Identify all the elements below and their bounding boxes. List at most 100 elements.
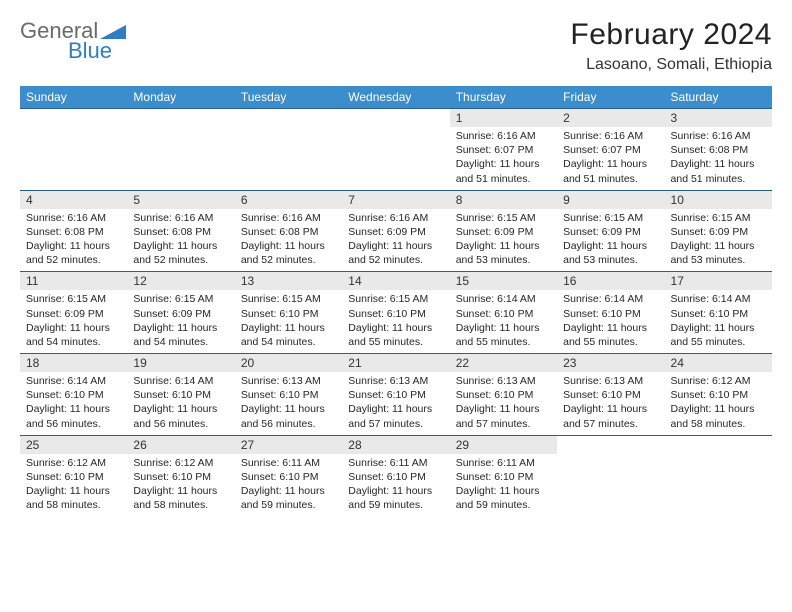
day-number: 8 [450, 191, 557, 209]
day-number: 17 [665, 272, 772, 290]
calendar-cell: 18Sunrise: 6:14 AMSunset: 6:10 PMDayligh… [20, 354, 127, 436]
calendar-cell: 5Sunrise: 6:16 AMSunset: 6:08 PMDaylight… [127, 190, 234, 272]
day-number: 15 [450, 272, 557, 290]
calendar-cell: 28Sunrise: 6:11 AMSunset: 6:10 PMDayligh… [342, 435, 449, 516]
calendar-cell: 27Sunrise: 6:11 AMSunset: 6:10 PMDayligh… [235, 435, 342, 516]
sun-info: Sunrise: 6:16 AMSunset: 6:08 PMDaylight:… [133, 209, 228, 268]
day-number: 24 [665, 354, 772, 372]
day-number: 2 [557, 109, 664, 127]
sun-info: Sunrise: 6:15 AMSunset: 6:10 PMDaylight:… [241, 290, 336, 349]
calendar-table: SundayMondayTuesdayWednesdayThursdayFrid… [20, 86, 772, 516]
calendar-cell: 12Sunrise: 6:15 AMSunset: 6:09 PMDayligh… [127, 272, 234, 354]
calendar-cell: 24Sunrise: 6:12 AMSunset: 6:10 PMDayligh… [665, 354, 772, 436]
day-number: 12 [127, 272, 234, 290]
logo: GeneralBlue [20, 18, 126, 64]
calendar-cell: 15Sunrise: 6:14 AMSunset: 6:10 PMDayligh… [450, 272, 557, 354]
day-number: 25 [20, 436, 127, 454]
calendar-cell: 6Sunrise: 6:16 AMSunset: 6:08 PMDaylight… [235, 190, 342, 272]
calendar-cell: 7Sunrise: 6:16 AMSunset: 6:09 PMDaylight… [342, 190, 449, 272]
day-number: 10 [665, 191, 772, 209]
sun-info: Sunrise: 6:12 AMSunset: 6:10 PMDaylight:… [26, 454, 121, 513]
calendar-cell: 23Sunrise: 6:13 AMSunset: 6:10 PMDayligh… [557, 354, 664, 436]
weekday-header: Wednesday [342, 86, 449, 109]
calendar-cell: 14Sunrise: 6:15 AMSunset: 6:10 PMDayligh… [342, 272, 449, 354]
sun-info: Sunrise: 6:11 AMSunset: 6:10 PMDaylight:… [241, 454, 336, 513]
sun-info: Sunrise: 6:16 AMSunset: 6:07 PMDaylight:… [456, 127, 551, 186]
calendar-cell: 26Sunrise: 6:12 AMSunset: 6:10 PMDayligh… [127, 435, 234, 516]
day-number: 18 [20, 354, 127, 372]
day-number: 28 [342, 436, 449, 454]
calendar-cell: 21Sunrise: 6:13 AMSunset: 6:10 PMDayligh… [342, 354, 449, 436]
sun-info: Sunrise: 6:11 AMSunset: 6:10 PMDaylight:… [348, 454, 443, 513]
day-number: 27 [235, 436, 342, 454]
sun-info: Sunrise: 6:15 AMSunset: 6:09 PMDaylight:… [563, 209, 658, 268]
calendar-cell: 11Sunrise: 6:15 AMSunset: 6:09 PMDayligh… [20, 272, 127, 354]
calendar-cell: 4Sunrise: 6:16 AMSunset: 6:08 PMDaylight… [20, 190, 127, 272]
day-number: 7 [342, 191, 449, 209]
calendar-cell: 16Sunrise: 6:14 AMSunset: 6:10 PMDayligh… [557, 272, 664, 354]
weekday-header: Friday [557, 86, 664, 109]
day-number: 13 [235, 272, 342, 290]
sun-info: Sunrise: 6:14 AMSunset: 6:10 PMDaylight:… [26, 372, 121, 431]
day-number: 29 [450, 436, 557, 454]
day-number: 16 [557, 272, 664, 290]
sun-info: Sunrise: 6:12 AMSunset: 6:10 PMDaylight:… [133, 454, 228, 513]
day-number: 21 [342, 354, 449, 372]
calendar-cell: 3Sunrise: 6:16 AMSunset: 6:08 PMDaylight… [665, 109, 772, 191]
weekday-header: Saturday [665, 86, 772, 109]
sun-info: Sunrise: 6:15 AMSunset: 6:09 PMDaylight:… [456, 209, 551, 268]
day-number: 11 [20, 272, 127, 290]
day-number: 6 [235, 191, 342, 209]
location-text: Lasoano, Somali, Ethiopia [570, 56, 772, 74]
day-number: 9 [557, 191, 664, 209]
sun-info: Sunrise: 6:14 AMSunset: 6:10 PMDaylight:… [133, 372, 228, 431]
calendar-cell: 20Sunrise: 6:13 AMSunset: 6:10 PMDayligh… [235, 354, 342, 436]
calendar-cell: 10Sunrise: 6:15 AMSunset: 6:09 PMDayligh… [665, 190, 772, 272]
sun-info: Sunrise: 6:16 AMSunset: 6:07 PMDaylight:… [563, 127, 658, 186]
calendar-cell: 17Sunrise: 6:14 AMSunset: 6:10 PMDayligh… [665, 272, 772, 354]
sun-info: Sunrise: 6:16 AMSunset: 6:08 PMDaylight:… [241, 209, 336, 268]
sun-info: Sunrise: 6:16 AMSunset: 6:08 PMDaylight:… [671, 127, 766, 186]
sun-info: Sunrise: 6:12 AMSunset: 6:10 PMDaylight:… [671, 372, 766, 431]
weekday-header: Thursday [450, 86, 557, 109]
header: GeneralBlue February 2024 Lasoano, Somal… [20, 18, 772, 74]
sun-info: Sunrise: 6:13 AMSunset: 6:10 PMDaylight:… [456, 372, 551, 431]
calendar-cell [665, 435, 772, 516]
calendar-cell [127, 109, 234, 191]
calendar-row: 4Sunrise: 6:16 AMSunset: 6:08 PMDaylight… [20, 190, 772, 272]
day-number: 23 [557, 354, 664, 372]
calendar-cell [342, 109, 449, 191]
calendar-cell: 19Sunrise: 6:14 AMSunset: 6:10 PMDayligh… [127, 354, 234, 436]
calendar-row: 25Sunrise: 6:12 AMSunset: 6:10 PMDayligh… [20, 435, 772, 516]
sun-info: Sunrise: 6:13 AMSunset: 6:10 PMDaylight:… [241, 372, 336, 431]
month-title: February 2024 [570, 18, 772, 52]
sun-info: Sunrise: 6:11 AMSunset: 6:10 PMDaylight:… [456, 454, 551, 513]
sun-info: Sunrise: 6:13 AMSunset: 6:10 PMDaylight:… [563, 372, 658, 431]
day-number: 26 [127, 436, 234, 454]
sun-info: Sunrise: 6:15 AMSunset: 6:09 PMDaylight:… [133, 290, 228, 349]
calendar-cell [20, 109, 127, 191]
title-block: February 2024 Lasoano, Somali, Ethiopia [570, 18, 772, 74]
sun-info: Sunrise: 6:15 AMSunset: 6:09 PMDaylight:… [26, 290, 121, 349]
calendar-row: 1Sunrise: 6:16 AMSunset: 6:07 PMDaylight… [20, 109, 772, 191]
day-number: 20 [235, 354, 342, 372]
calendar-cell: 1Sunrise: 6:16 AMSunset: 6:07 PMDaylight… [450, 109, 557, 191]
sun-info: Sunrise: 6:15 AMSunset: 6:09 PMDaylight:… [671, 209, 766, 268]
weekday-header: Tuesday [235, 86, 342, 109]
day-number: 14 [342, 272, 449, 290]
sun-info: Sunrise: 6:14 AMSunset: 6:10 PMDaylight:… [563, 290, 658, 349]
sun-info: Sunrise: 6:14 AMSunset: 6:10 PMDaylight:… [671, 290, 766, 349]
calendar-cell [557, 435, 664, 516]
calendar-cell: 29Sunrise: 6:11 AMSunset: 6:10 PMDayligh… [450, 435, 557, 516]
calendar-cell: 8Sunrise: 6:15 AMSunset: 6:09 PMDaylight… [450, 190, 557, 272]
calendar-body: 1Sunrise: 6:16 AMSunset: 6:07 PMDaylight… [20, 109, 772, 517]
calendar-header-row: SundayMondayTuesdayWednesdayThursdayFrid… [20, 86, 772, 109]
day-number: 19 [127, 354, 234, 372]
sun-info: Sunrise: 6:16 AMSunset: 6:09 PMDaylight:… [348, 209, 443, 268]
calendar-cell: 9Sunrise: 6:15 AMSunset: 6:09 PMDaylight… [557, 190, 664, 272]
calendar-row: 11Sunrise: 6:15 AMSunset: 6:09 PMDayligh… [20, 272, 772, 354]
calendar-cell: 22Sunrise: 6:13 AMSunset: 6:10 PMDayligh… [450, 354, 557, 436]
calendar-cell [235, 109, 342, 191]
sun-info: Sunrise: 6:16 AMSunset: 6:08 PMDaylight:… [26, 209, 121, 268]
calendar-cell: 13Sunrise: 6:15 AMSunset: 6:10 PMDayligh… [235, 272, 342, 354]
